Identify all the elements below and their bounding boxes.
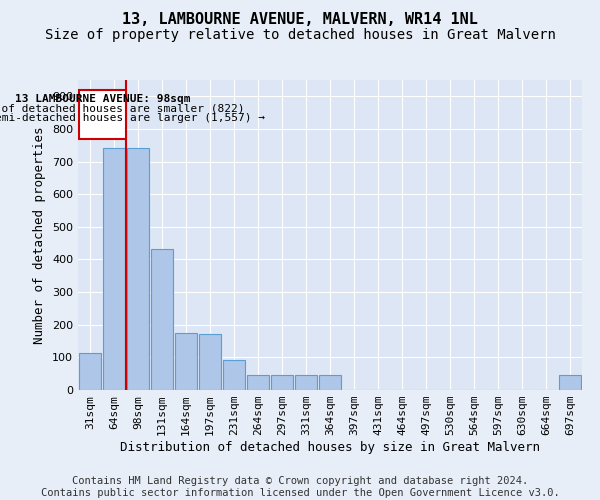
X-axis label: Distribution of detached houses by size in Great Malvern: Distribution of detached houses by size …: [120, 441, 540, 454]
Text: 65% of semi-detached houses are larger (1,557) →: 65% of semi-detached houses are larger (…: [0, 114, 265, 124]
Text: 13 LAMBOURNE AVENUE: 98sqm: 13 LAMBOURNE AVENUE: 98sqm: [15, 94, 190, 104]
Bar: [127, 148, 149, 390]
Text: Size of property relative to detached houses in Great Malvern: Size of property relative to detached ho…: [44, 28, 556, 42]
Y-axis label: Number of detached properties: Number of detached properties: [34, 126, 46, 344]
Bar: [151, 249, 173, 390]
Bar: [559, 374, 581, 390]
Bar: [295, 374, 317, 390]
Bar: [103, 148, 125, 390]
Bar: [271, 374, 293, 390]
Bar: [199, 334, 221, 390]
Text: ← 34% of detached houses are smaller (822): ← 34% of detached houses are smaller (82…: [0, 104, 244, 114]
Text: 13, LAMBOURNE AVENUE, MALVERN, WR14 1NL: 13, LAMBOURNE AVENUE, MALVERN, WR14 1NL: [122, 12, 478, 28]
Bar: [247, 374, 269, 390]
Text: Contains HM Land Registry data © Crown copyright and database right 2024.
Contai: Contains HM Land Registry data © Crown c…: [41, 476, 559, 498]
Bar: [319, 374, 341, 390]
Bar: [79, 354, 101, 390]
FancyBboxPatch shape: [79, 90, 126, 138]
Bar: [175, 333, 197, 390]
Bar: [223, 360, 245, 390]
